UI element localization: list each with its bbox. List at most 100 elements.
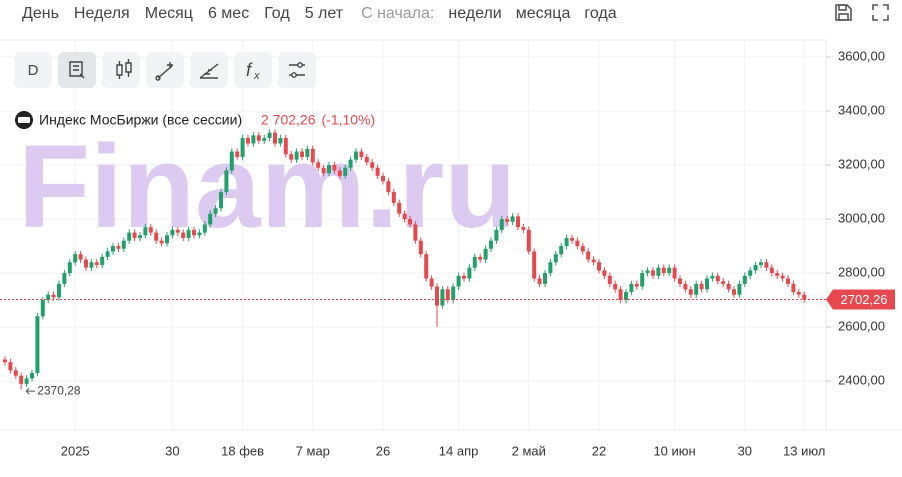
- candle-body: [105, 251, 110, 257]
- period-button[interactable]: 5 лет: [305, 5, 344, 22]
- period-button[interactable]: Месяц: [145, 5, 193, 22]
- y-tick-label: 2800,00: [838, 265, 885, 280]
- candle-body: [73, 254, 78, 263]
- candle-body: [84, 259, 88, 268]
- interval-button[interactable]: [14, 52, 52, 88]
- candle-body: [175, 229, 180, 233]
- since-option[interactable]: года: [584, 5, 616, 22]
- candle-body: [575, 240, 580, 247]
- candle-body: [413, 224, 418, 241]
- candle-body: [440, 289, 445, 306]
- candle-body: [197, 232, 202, 236]
- candle-body: [607, 275, 612, 284]
- y-tick-label: 2600,00: [838, 319, 885, 334]
- candle-body: [273, 132, 277, 144]
- candles-button[interactable]: [102, 52, 140, 88]
- candle-body: [759, 262, 763, 265]
- grid: [0, 40, 826, 430]
- candle-body: [13, 370, 18, 376]
- candle-body: [300, 151, 304, 157]
- fullscreen-icon[interactable]: [872, 4, 889, 21]
- x-tick-label: 30: [738, 443, 752, 458]
- candle-body: [532, 251, 537, 279]
- candle-body: [688, 289, 693, 295]
- period-button[interactable]: Год: [264, 5, 290, 22]
- candle-body: [656, 267, 661, 276]
- candle-body: [408, 219, 412, 225]
- x-tick-label: 14 апр: [439, 443, 479, 458]
- candle-body: [278, 138, 283, 144]
- candle-body: [375, 167, 380, 176]
- candle-body: [8, 362, 13, 371]
- candle-body: [753, 264, 758, 271]
- candle-body: [165, 235, 169, 244]
- since-option[interactable]: месяца: [516, 5, 571, 22]
- candle-body: [715, 275, 720, 282]
- period-button[interactable]: 6 мес: [208, 5, 249, 22]
- candle-body: [732, 289, 736, 295]
- save-icon[interactable]: [835, 4, 852, 21]
- x-tick-label: 13 июл: [783, 443, 825, 458]
- y-tick-label: 3600,00: [838, 48, 885, 63]
- candle-body: [40, 300, 45, 317]
- candle-body: [186, 229, 191, 238]
- period-button[interactable]: День: [22, 5, 59, 22]
- min-arrow: [25, 387, 36, 395]
- candle-body: [30, 373, 34, 379]
- candle-body: [462, 275, 466, 279]
- candle-body: [332, 165, 337, 171]
- candle-body: [192, 229, 196, 236]
- candle-body: [402, 213, 407, 220]
- candle-body: [327, 165, 331, 174]
- candle-body: [154, 232, 159, 241]
- min-label: 2370,28: [37, 383, 81, 397]
- candle-body: [78, 254, 83, 260]
- candle-body: [640, 273, 645, 287]
- settings-button[interactable]: [278, 52, 316, 88]
- x-tick-label: 22: [592, 443, 606, 458]
- candle-body: [597, 262, 601, 271]
- candle-body: [721, 281, 726, 284]
- candle-body: [678, 278, 682, 284]
- candle-body: [57, 283, 61, 298]
- candle-body: [337, 170, 342, 176]
- x-tick-label: 2 май: [512, 443, 546, 458]
- candle-body: [246, 138, 250, 144]
- candle-body: [580, 246, 585, 252]
- candle-body: [489, 240, 493, 249]
- candle-body: [418, 240, 423, 255]
- candle-body: [742, 275, 747, 284]
- candle-body: [591, 259, 596, 263]
- price-change: (-1,10%): [322, 112, 376, 128]
- candle-body: [748, 270, 753, 276]
- candle-body: [510, 216, 515, 222]
- candle-body: [769, 267, 774, 274]
- candle-body: [364, 156, 369, 163]
- since-label: С начала:: [361, 5, 434, 22]
- candle-body: [262, 138, 267, 141]
- candle-body: [737, 283, 742, 295]
- candle-body: [435, 286, 439, 306]
- candle-body: [645, 270, 650, 274]
- period-button[interactable]: Неделя: [74, 5, 130, 22]
- since-option[interactable]: недели: [448, 5, 501, 22]
- indicators-button[interactable]: [234, 52, 272, 88]
- candle-body: [559, 246, 564, 255]
- candle-body: [267, 132, 272, 139]
- x-tick-label: 10 июн: [653, 443, 695, 458]
- x-tick-label: 18 фев: [221, 443, 264, 458]
- candle-body: [94, 262, 99, 265]
- candle-body: [208, 213, 213, 225]
- last-price-tag: [826, 289, 895, 310]
- tool-buttons: f x: [14, 52, 316, 88]
- x-tick-label: 7 мар: [296, 443, 330, 458]
- candle-body: [516, 216, 520, 228]
- draw-line-button[interactable]: [146, 52, 184, 88]
- candle-body: [121, 240, 126, 249]
- candle-body: [213, 208, 218, 214]
- candle-body: [499, 219, 504, 230]
- candle-body: [602, 270, 607, 276]
- candle-body: [289, 154, 294, 160]
